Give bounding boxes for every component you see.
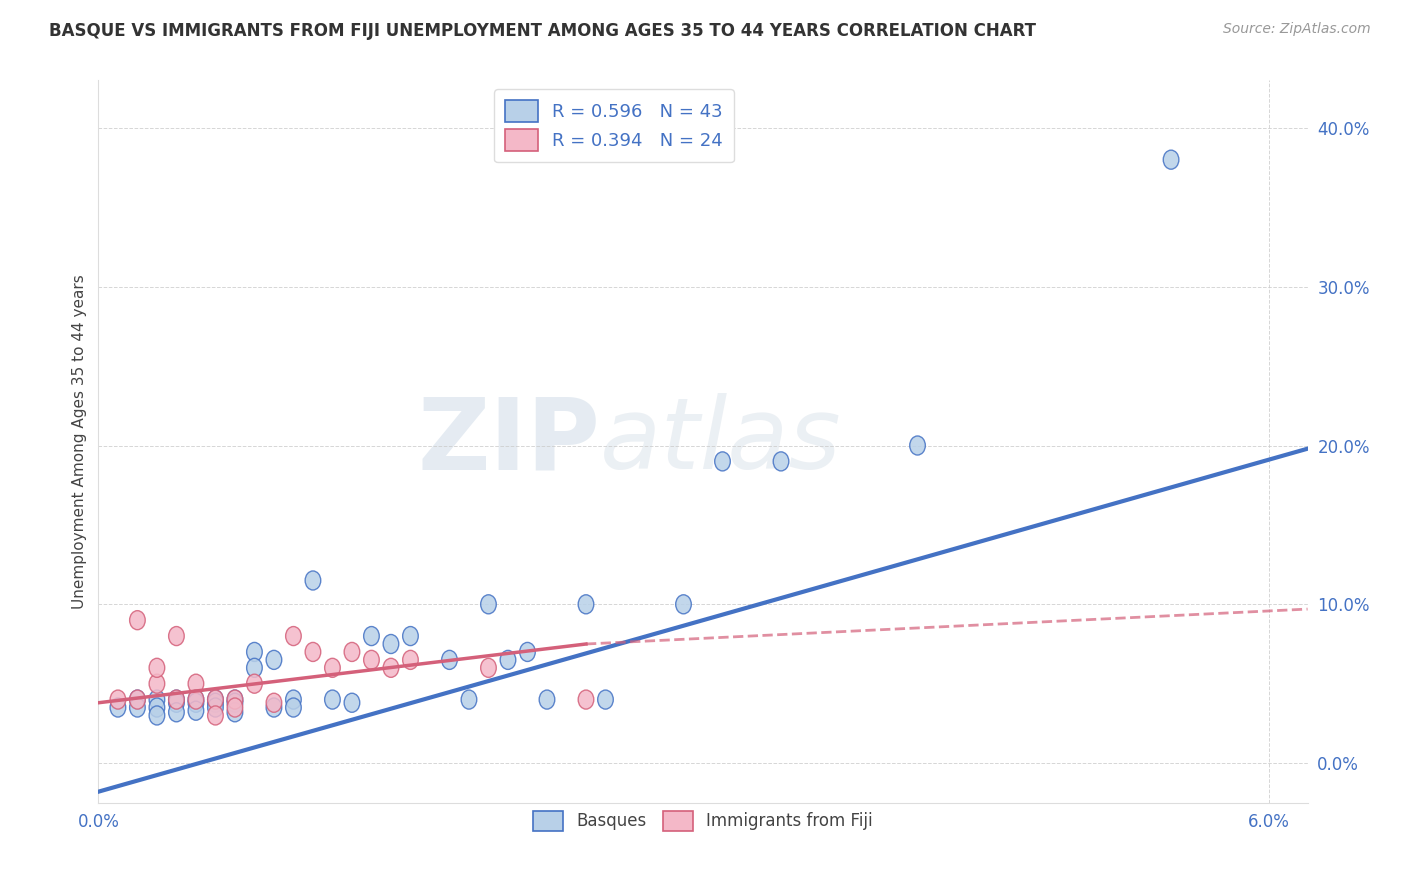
Ellipse shape (481, 595, 496, 614)
Ellipse shape (266, 693, 281, 713)
Text: ZIP: ZIP (418, 393, 600, 490)
Ellipse shape (266, 698, 281, 717)
Ellipse shape (208, 690, 224, 709)
Ellipse shape (169, 690, 184, 709)
Ellipse shape (110, 690, 125, 709)
Ellipse shape (384, 658, 399, 677)
Ellipse shape (110, 698, 125, 717)
Ellipse shape (305, 642, 321, 662)
Text: Source: ZipAtlas.com: Source: ZipAtlas.com (1223, 22, 1371, 37)
Ellipse shape (246, 674, 263, 693)
Ellipse shape (188, 690, 204, 709)
Y-axis label: Unemployment Among Ages 35 to 44 years: Unemployment Among Ages 35 to 44 years (72, 274, 87, 609)
Ellipse shape (228, 693, 243, 713)
Ellipse shape (538, 690, 555, 709)
Ellipse shape (520, 642, 536, 662)
Ellipse shape (228, 698, 243, 717)
Ellipse shape (676, 595, 692, 614)
Ellipse shape (149, 698, 165, 717)
Ellipse shape (578, 595, 593, 614)
Ellipse shape (188, 701, 204, 720)
Ellipse shape (481, 658, 496, 677)
Ellipse shape (285, 690, 301, 709)
Ellipse shape (149, 674, 165, 693)
Ellipse shape (285, 698, 301, 717)
Ellipse shape (208, 706, 224, 725)
Ellipse shape (149, 706, 165, 725)
Ellipse shape (129, 690, 145, 709)
Ellipse shape (169, 703, 184, 722)
Ellipse shape (208, 693, 224, 713)
Ellipse shape (441, 650, 457, 669)
Ellipse shape (149, 690, 165, 709)
Ellipse shape (910, 436, 925, 455)
Ellipse shape (129, 611, 145, 630)
Ellipse shape (188, 674, 204, 693)
Ellipse shape (461, 690, 477, 709)
Ellipse shape (246, 658, 263, 677)
Ellipse shape (1163, 150, 1178, 169)
Ellipse shape (364, 626, 380, 646)
Ellipse shape (402, 626, 418, 646)
Ellipse shape (188, 693, 204, 713)
Ellipse shape (169, 693, 184, 713)
Ellipse shape (344, 693, 360, 713)
Legend: Basques, Immigrants from Fiji: Basques, Immigrants from Fiji (526, 805, 880, 838)
Ellipse shape (325, 658, 340, 677)
Ellipse shape (169, 690, 184, 709)
Ellipse shape (129, 690, 145, 709)
Ellipse shape (364, 650, 380, 669)
Ellipse shape (402, 650, 418, 669)
Ellipse shape (578, 690, 593, 709)
Ellipse shape (344, 642, 360, 662)
Text: atlas: atlas (600, 393, 842, 490)
Ellipse shape (773, 452, 789, 471)
Ellipse shape (501, 650, 516, 669)
Ellipse shape (266, 650, 281, 669)
Ellipse shape (149, 658, 165, 677)
Ellipse shape (714, 452, 730, 471)
Ellipse shape (208, 698, 224, 717)
Ellipse shape (285, 626, 301, 646)
Ellipse shape (325, 690, 340, 709)
Ellipse shape (208, 690, 224, 709)
Ellipse shape (228, 690, 243, 709)
Ellipse shape (305, 571, 321, 590)
Ellipse shape (228, 690, 243, 709)
Ellipse shape (169, 626, 184, 646)
Ellipse shape (188, 690, 204, 709)
Ellipse shape (246, 642, 263, 662)
Ellipse shape (384, 634, 399, 654)
Ellipse shape (129, 698, 145, 717)
Text: BASQUE VS IMMIGRANTS FROM FIJI UNEMPLOYMENT AMONG AGES 35 TO 44 YEARS CORRELATIO: BASQUE VS IMMIGRANTS FROM FIJI UNEMPLOYM… (49, 22, 1036, 40)
Ellipse shape (598, 690, 613, 709)
Ellipse shape (228, 703, 243, 722)
